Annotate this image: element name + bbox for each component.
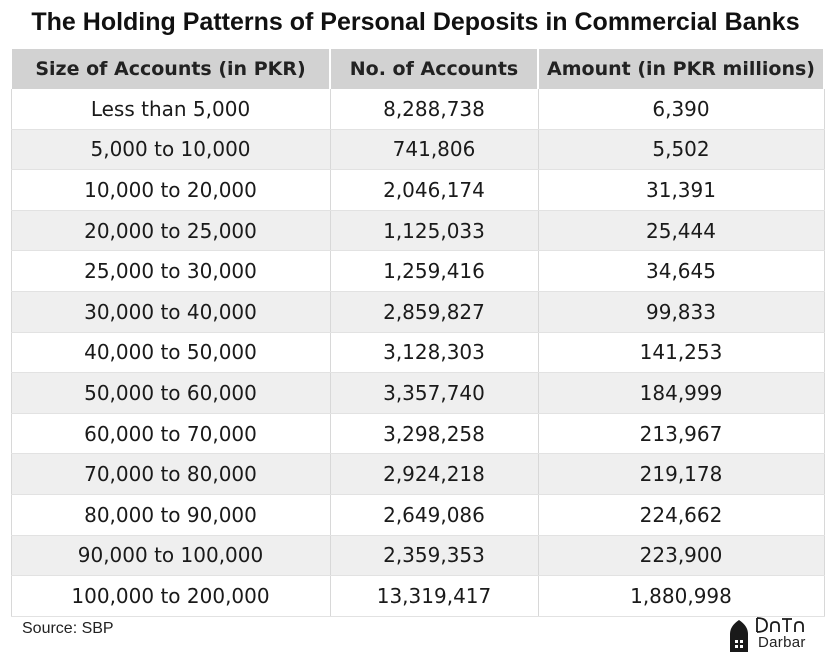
cell-amount: 6,390 (537, 89, 825, 130)
cell-account-count: 2,924,218 (329, 453, 539, 495)
cell-account-size: 30,000 to 40,000 (10, 291, 331, 333)
logo-text: Darbar (758, 634, 806, 651)
table-row: 30,000 to 40,000 2,859,827 99,833 (10, 291, 825, 333)
cell-account-count: 3,357,740 (329, 372, 539, 414)
house-icon (730, 620, 748, 652)
cell-account-size: 80,000 to 90,000 (10, 494, 331, 536)
column-header-accounts: No. of Accounts (329, 49, 539, 89)
cell-account-count: 1,125,033 (329, 210, 539, 252)
cell-account-size: 40,000 to 50,000 (10, 332, 331, 374)
cell-amount: 31,391 (537, 169, 825, 211)
table-row: 5,000 to 10,000 741,806 5,502 (10, 129, 825, 171)
cell-account-count: 2,859,827 (329, 291, 539, 333)
table-row: 10,000 to 20,000 2,046,174 31,391 (10, 169, 825, 211)
table-row: 40,000 to 50,000 3,128,303 141,253 (10, 332, 825, 374)
table-row: 20,000 to 25,000 1,125,033 25,444 (10, 210, 825, 252)
source-note: Source: SBP (22, 620, 114, 637)
cell-account-size: 90,000 to 100,000 (10, 535, 331, 577)
cell-account-count: 13,319,417 (329, 575, 539, 617)
cell-amount: 219,178 (537, 453, 825, 495)
cell-account-count: 2,046,174 (329, 169, 539, 211)
cell-account-count: 2,359,353 (329, 535, 539, 577)
cell-account-size: Less than 5,000 (10, 89, 331, 130)
table-header-row: Size of Accounts (in PKR) No. of Account… (10, 49, 825, 89)
column-header-amount: Amount (in PKR millions) (537, 49, 825, 89)
column-header-size: Size of Accounts (in PKR) (10, 49, 331, 89)
cell-account-count: 1,259,416 (329, 250, 539, 292)
cell-amount: 213,967 (537, 413, 825, 455)
table-body: Less than 5,000 8,288,738 6,390 5,000 to 10… (10, 89, 825, 617)
cell-amount: 184,999 (537, 372, 825, 414)
table-row: 80,000 to 90,000 2,649,086 224,662 (10, 494, 825, 536)
cell-amount: 223,900 (537, 535, 825, 577)
data-darbar-logo (730, 617, 804, 652)
cell-account-count: 2,649,086 (329, 494, 539, 536)
table-row: Less than 5,000 8,288,738 6,390 (10, 89, 825, 130)
cell-amount: 5,502 (537, 129, 825, 171)
cell-account-count: 3,128,303 (329, 332, 539, 374)
table-row: 50,000 to 60,000 3,357,740 184,999 (10, 372, 825, 414)
cell-account-size: 100,000 to 200,000 (10, 575, 331, 617)
cell-amount: 25,444 (537, 210, 825, 252)
table-row: 90,000 to 100,000 2,359,353 223,900 (10, 535, 825, 577)
deposits-table: Size of Accounts (in PKR) No. of Account… (10, 49, 825, 617)
cell-account-size: 50,000 to 60,000 (10, 372, 331, 414)
cell-account-size: 5,000 to 10,000 (10, 129, 331, 171)
cell-account-count: 8,288,738 (329, 89, 539, 130)
cell-account-count: 3,298,258 (329, 413, 539, 455)
table-row: 25,000 to 30,000 1,259,416 34,645 (10, 250, 825, 292)
cell-amount: 34,645 (537, 250, 825, 292)
cell-account-size: 20,000 to 25,000 (10, 210, 331, 252)
cell-account-count: 741,806 (329, 129, 539, 171)
cell-account-size: 25,000 to 30,000 (10, 250, 331, 292)
cell-amount: 224,662 (537, 494, 825, 536)
page-title: The Holding Patterns of Personal Deposit… (31, 8, 800, 36)
cell-amount: 141,253 (537, 332, 825, 374)
cell-account-size: 10,000 to 20,000 (10, 169, 331, 211)
table-row: 60,000 to 70,000 3,298,258 213,967 (10, 413, 825, 455)
data-glyph-icon (756, 617, 804, 633)
table-row: 100,000 to 200,000 13,319,417 1,880,998 (10, 575, 825, 617)
cell-amount: 1,880,998 (537, 575, 825, 617)
cell-account-size: 70,000 to 80,000 (10, 453, 331, 495)
table-row: 70,000 to 80,000 2,924,218 219,178 (10, 453, 825, 495)
cell-account-size: 60,000 to 70,000 (10, 413, 331, 455)
cell-amount: 99,833 (537, 291, 825, 333)
